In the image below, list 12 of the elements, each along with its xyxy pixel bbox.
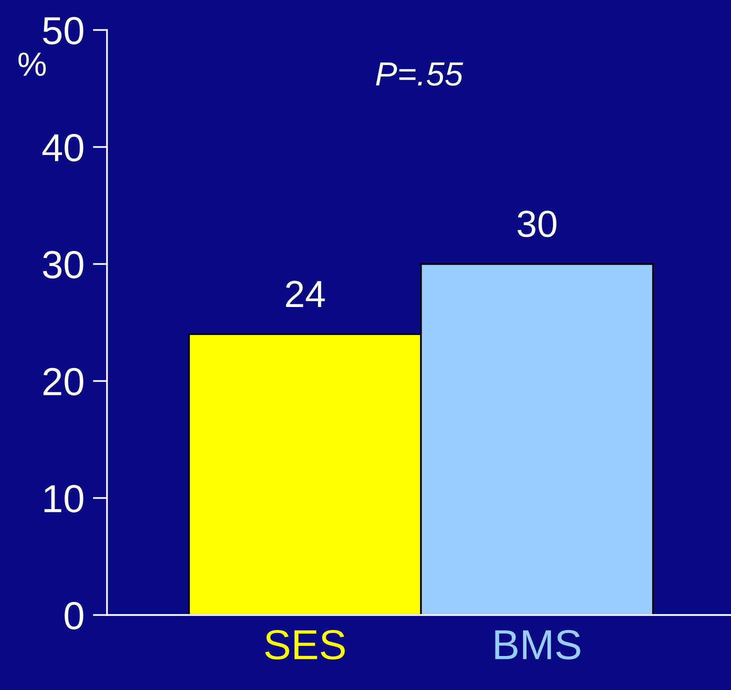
y-tick-label: 20 <box>43 368 84 396</box>
y-tick-label: 30 <box>43 250 84 278</box>
y-tick-label: 0 <box>64 602 84 630</box>
data-label: 30 <box>518 210 556 238</box>
x-tick-label: BMS <box>495 630 580 660</box>
x-tick-label: SES <box>265 630 345 660</box>
y-tick-label: 40 <box>42 134 84 162</box>
y-tick-label: 10 <box>44 484 84 512</box>
annotation: P=.55 <box>376 62 464 86</box>
y-tick-label: 50 <box>43 16 84 44</box>
data-label: 24 <box>286 280 325 307</box>
y-axis-title: % <box>18 52 46 76</box>
